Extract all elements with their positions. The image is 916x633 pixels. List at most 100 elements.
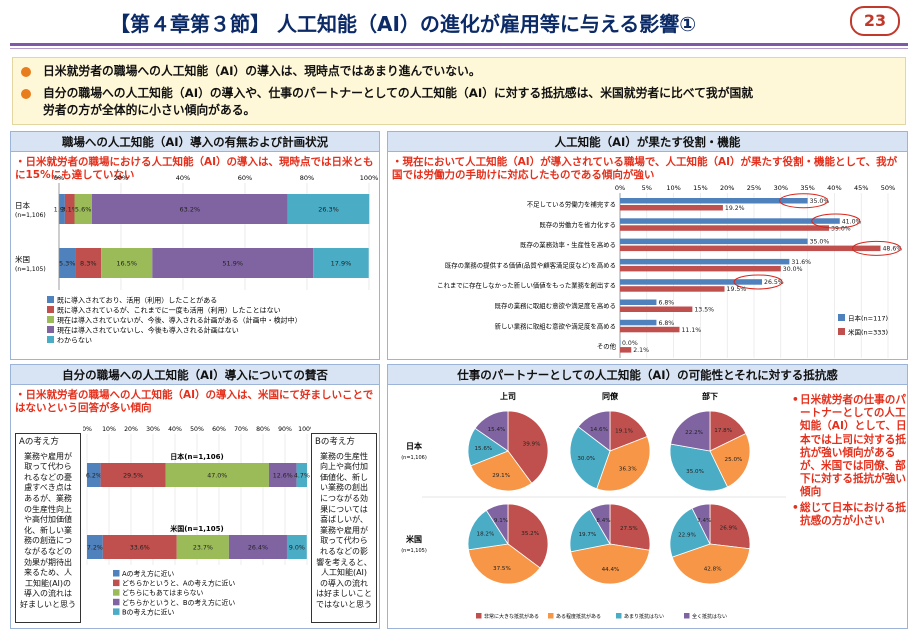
bar-segment (287, 194, 370, 224)
x-tick-label: 5% (642, 184, 652, 192)
summary-box: 日米就労者の職場への人工知能（AI）の導入は、現時点ではあまり進んでいない。 自… (12, 57, 906, 125)
box-body-line: 業務の生産性 (320, 451, 368, 461)
bar-segment (165, 463, 269, 487)
pie-slice (467, 509, 509, 551)
x-tick-label: 10% (666, 184, 680, 192)
legend-swatch (47, 306, 54, 313)
pie-data-label: 15.6% (474, 446, 492, 452)
legend-swatch (838, 314, 845, 321)
pie-slice (596, 435, 651, 492)
page-title: 【第４章第３節】 人工知能（AI）の進化が雇用等に与える影響① (110, 12, 697, 36)
header-rule (10, 43, 908, 46)
pie-data-label: 19.7% (579, 532, 597, 538)
bar-segment (313, 248, 369, 278)
pie-slice (669, 443, 729, 492)
box-body-line: 化、新しい業 (24, 525, 72, 535)
data-label: 16.5% (116, 260, 137, 268)
bar-segment (101, 248, 153, 278)
pie-data-label: 39.9% (523, 441, 541, 447)
x-tick-label: 20% (720, 184, 734, 192)
bar (620, 218, 840, 224)
pie-data-label: 7.4% (697, 518, 711, 524)
panel-ai-approval: 自分の職場への人工知能（AI）導入についての賛否 ・日米就労者の職場への人工知能… (10, 364, 380, 629)
bar-segment (100, 463, 166, 487)
data-label: 41.0% (842, 218, 862, 225)
x-tick-label: 50% (881, 184, 895, 192)
panel-note: ・日米就労者の職場への人工知能（AI）の導入は、米国にて好ましいことではないとい… (15, 389, 374, 414)
pie-data-label: 19.1% (615, 429, 633, 435)
bar (620, 347, 632, 353)
box-body-line: 効果が期待出 (24, 557, 72, 567)
data-label: 0.0% (622, 340, 638, 347)
side-note-item: 日米就労者の仕事のパートナーとしての人工知能（AI）として、日本では上司に対する… (792, 394, 908, 500)
pie-slice (474, 410, 509, 452)
bar-segment (176, 535, 229, 559)
box-body-line: れるなどの憂 (24, 472, 72, 482)
data-label: 13.5% (694, 307, 714, 314)
box-body-line: 務の創造につ (24, 536, 72, 546)
pie-data-label: 18.2% (477, 532, 495, 538)
bar (620, 198, 808, 204)
panel-ai-roles: 人工知能（AI）が果たす役割・機能 ・現在において人工知能（AI）が導入されてい… (387, 131, 908, 360)
pie-data-label: 27.5% (620, 526, 638, 532)
x-tick-label: 30% (146, 426, 160, 433)
header-rule-thin (10, 48, 908, 49)
pie-slice (507, 503, 549, 569)
legend-label: 日本(n=117) (848, 314, 888, 323)
legend-label: 現在は導入されていないが、今後、導入される計画がある（計画中・検討中） (57, 316, 302, 325)
pie-row-sub-label: (n=1,106) (401, 455, 427, 461)
side-note-item: 総じて日本における抵抗感の方が小さい (792, 502, 908, 528)
box-body-line: 響を考えると、 (316, 557, 372, 567)
data-label: 30.0% (783, 266, 803, 273)
legend-label: あまり抵抗はない (624, 613, 664, 620)
category-label: これまでに存在しなかった新しい価値をもった業務を創出する (437, 281, 616, 290)
data-label: 33.6% (130, 545, 150, 552)
legend-label: 既に導入されているが、これまでに一度も活用（利用）したことはない (57, 306, 281, 315)
data-label: 19.5% (727, 286, 747, 293)
panel-heading: 仕事のパートナーとしての人工知能（AI）の可能性とそれに対する抵抗感 (388, 365, 907, 385)
bar-segment (296, 463, 307, 487)
legend-label: 現在は導入されていないし、今後も導入される計画はない (57, 326, 239, 335)
legend-label: どちらにもあてはまらない (122, 589, 203, 597)
box-body-line: 業務や雇用が (24, 451, 72, 461)
bar (620, 286, 725, 292)
data-label: 31.6% (791, 259, 811, 266)
stacked-bar-chart-ai-introduction: 0% 20% 40% 60% 80% 100% 日本 (n=1,106) 1.9%3.1%5.6… (15, 174, 378, 345)
pie-column-label: 部下 (702, 391, 718, 401)
bar-segment (152, 248, 314, 278)
data-label: 35.0% (810, 239, 830, 246)
legend-swatch (47, 316, 54, 323)
bar (620, 340, 621, 346)
bar (620, 299, 657, 305)
panel-heading: 自分の職場への人工知能（AI）導入についての賛否 (11, 365, 379, 385)
data-label: 39.0% (831, 225, 851, 232)
pie-data-label: 8.4% (596, 518, 610, 524)
data-label: 6.2% (86, 473, 102, 480)
x-tick-label: 35% (800, 184, 814, 192)
data-label: 17.9% (331, 260, 352, 268)
box-body-line: い業務の創出 (320, 483, 368, 493)
legend-swatch (476, 613, 482, 619)
category-label: 米国(n=1,105) (169, 524, 223, 533)
pie-data-label: 9.1% (494, 518, 508, 524)
x-tick-label: 50% (190, 426, 204, 433)
pie-slice (470, 450, 533, 492)
box-body-line: あるが、業務 (24, 493, 72, 503)
x-tick-label: 20% (124, 426, 138, 433)
box-body-line: 向上や高付加 (320, 462, 368, 472)
pie-data-label: 15.4% (488, 427, 506, 433)
bar (620, 265, 781, 272)
data-label: 3.1% (61, 206, 78, 214)
legend-swatch (684, 613, 690, 619)
pie-slice (609, 410, 648, 452)
page-number: 23 (850, 6, 900, 36)
bar-segment (87, 535, 103, 559)
pie-data-label: 35.2% (521, 531, 539, 537)
bar (620, 258, 790, 265)
pie-slice (609, 503, 651, 551)
bar-segment (59, 248, 76, 278)
bar (620, 238, 808, 245)
category-label: 既存の業務効率・生産性を高める (520, 240, 616, 249)
pie-slice (691, 503, 711, 545)
box-body-line: 業務や雇用が (320, 525, 368, 535)
